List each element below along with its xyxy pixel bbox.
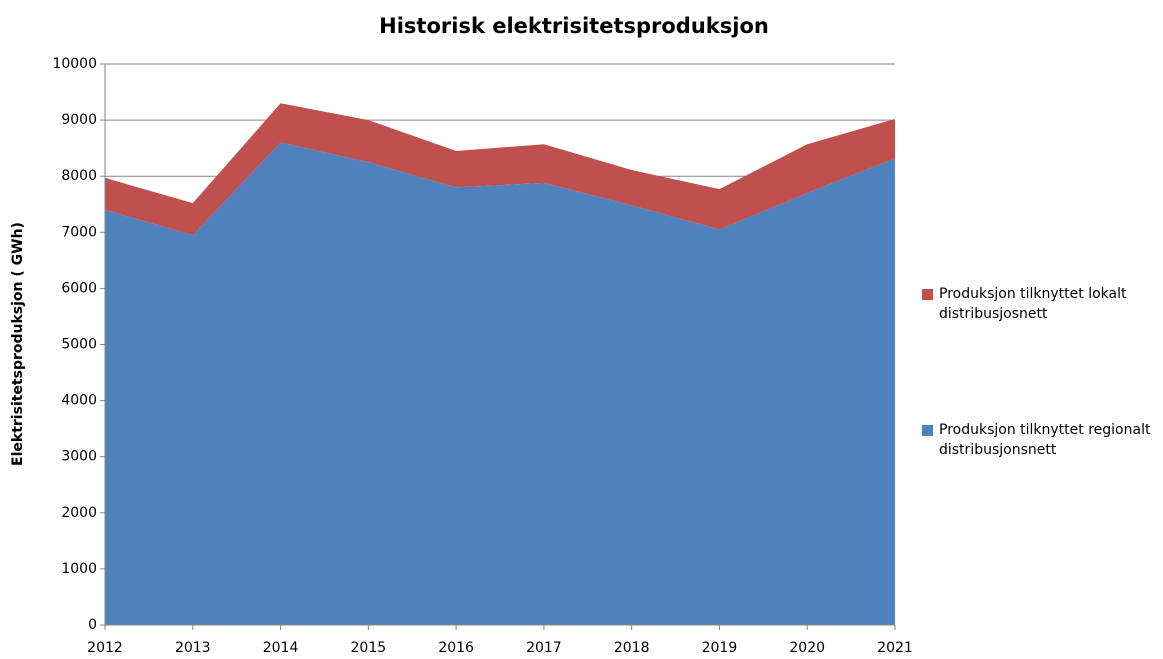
legend-item: Produksjon tilknyttet lokalt distribusjo… xyxy=(922,284,1152,324)
x-tick-label: 2012 xyxy=(87,640,123,656)
chart-title: Historisk elektrisitetsproduksjon xyxy=(379,14,769,38)
y-tick-label: 5000 xyxy=(61,337,97,353)
legend-label: Produksjon tilknyttet lokalt distribusjo… xyxy=(939,286,1127,322)
y-tick-label: 9000 xyxy=(61,112,97,128)
x-tick-label: 2019 xyxy=(702,640,738,656)
legend-swatch xyxy=(922,289,933,300)
y-tick-label: 8000 xyxy=(61,168,97,184)
y-tick-label: 7000 xyxy=(61,224,97,240)
y-tick-label: 2000 xyxy=(61,505,97,521)
x-tick-label: 2015 xyxy=(351,640,387,656)
x-tick-label: 2017 xyxy=(526,640,562,656)
x-tick-label: 2016 xyxy=(438,640,474,656)
x-tick-label: 2021 xyxy=(877,640,913,656)
y-tick-label: 1000 xyxy=(61,561,97,577)
x-tick-label: 2018 xyxy=(614,640,650,656)
x-tick-label: 2014 xyxy=(263,640,299,656)
y-tick-label: 0 xyxy=(88,617,97,633)
legend-swatch xyxy=(922,425,933,436)
legend-label: Produksjon tilknyttet regionalt distribu… xyxy=(939,422,1151,458)
area xyxy=(105,142,895,626)
x-tick-label: 2020 xyxy=(789,640,825,656)
y-tick-label: 4000 xyxy=(61,393,97,409)
x-tick-label: 2013 xyxy=(175,640,211,656)
y-tick-label: 6000 xyxy=(61,280,97,296)
y-tick-label: 3000 xyxy=(61,449,97,465)
y-tick-label: 10000 xyxy=(52,56,97,72)
legend-item: Produksjon tilknyttet regionalt distribu… xyxy=(922,420,1152,460)
y-axis-label: Elektrisitetsproduksjon ( GWh) xyxy=(10,222,26,466)
area xyxy=(105,103,895,236)
